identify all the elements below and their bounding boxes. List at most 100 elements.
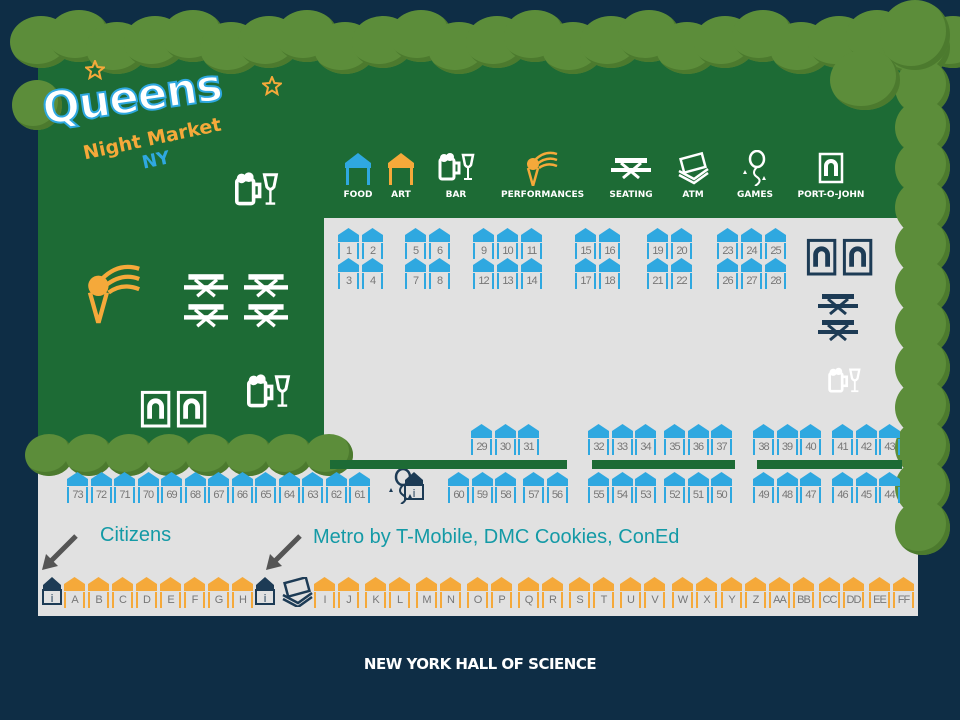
booth-U[interactable]: U [619, 577, 642, 617]
booth-Y[interactable]: Y [720, 577, 743, 617]
booth-39[interactable]: 39 [776, 424, 799, 464]
booth-23[interactable]: 23 [716, 228, 739, 268]
booth-8[interactable]: 8 [428, 258, 451, 298]
booth-35[interactable]: 35 [663, 424, 686, 464]
booth-21[interactable]: 21 [646, 258, 669, 298]
booth-18[interactable]: 18 [598, 258, 621, 298]
booth-14[interactable]: 14 [520, 258, 543, 298]
booth-T[interactable]: T [592, 577, 615, 617]
booth-N[interactable]: N [439, 577, 462, 617]
booth-M[interactable]: M [415, 577, 438, 617]
booth-X[interactable]: X [695, 577, 718, 617]
booth-52[interactable]: 52 [663, 472, 686, 512]
booth-13[interactable]: 13 [496, 258, 519, 298]
booth-72[interactable]: 72 [90, 472, 113, 512]
booth-68[interactable]: 68 [184, 472, 207, 512]
booth-55[interactable]: 55 [587, 472, 610, 512]
booth-3[interactable]: 3 [337, 258, 360, 298]
booth-G[interactable]: G [207, 577, 230, 617]
booth-59[interactable]: 59 [471, 472, 494, 512]
booth-22[interactable]: 22 [670, 258, 693, 298]
booth-33[interactable]: 33 [611, 424, 634, 464]
booth-6[interactable]: 6 [428, 228, 451, 268]
booth-64[interactable]: 64 [278, 472, 301, 512]
booth-17[interactable]: 17 [574, 258, 597, 298]
booth-63[interactable]: 63 [301, 472, 324, 512]
booth-P[interactable]: P [490, 577, 513, 617]
booth-34[interactable]: 34 [634, 424, 657, 464]
booth-S[interactable]: S [568, 577, 591, 617]
booth-42[interactable]: 42 [855, 424, 878, 464]
booth-E[interactable]: E [159, 577, 182, 617]
booth-I[interactable]: I [313, 577, 336, 617]
booth-BB[interactable]: BB [792, 577, 815, 617]
booth-26[interactable]: 26 [716, 258, 739, 298]
booth-50[interactable]: 50 [710, 472, 733, 512]
booth-5[interactable]: 5 [404, 228, 427, 268]
booth-41[interactable]: 41 [831, 424, 854, 464]
booth-45[interactable]: 45 [855, 472, 878, 512]
booth-9[interactable]: 9 [472, 228, 495, 268]
booth-56[interactable]: 56 [546, 472, 569, 512]
booth-31[interactable]: 31 [517, 424, 540, 464]
booth-16[interactable]: 16 [598, 228, 621, 268]
booth-2[interactable]: 2 [361, 228, 384, 268]
booth-D[interactable]: D [135, 577, 158, 617]
booth-38[interactable]: 38 [752, 424, 775, 464]
booth-36[interactable]: 36 [687, 424, 710, 464]
booth-CC[interactable]: CC [818, 577, 841, 617]
booth-O[interactable]: O [466, 577, 489, 617]
booth-62[interactable]: 62 [325, 472, 348, 512]
booth-F[interactable]: F [183, 577, 206, 617]
booth-7[interactable]: 7 [404, 258, 427, 298]
booth-47[interactable]: 47 [799, 472, 822, 512]
booth-EE[interactable]: EE [868, 577, 891, 617]
booth-43[interactable]: 43 [878, 424, 901, 464]
booth-51[interactable]: 51 [687, 472, 710, 512]
booth-30[interactable]: 30 [494, 424, 517, 464]
booth-65[interactable]: 65 [254, 472, 277, 512]
booth-C[interactable]: C [111, 577, 134, 617]
booth-A[interactable]: A [63, 577, 86, 617]
booth-L[interactable]: L [388, 577, 411, 617]
booth-40[interactable]: 40 [799, 424, 822, 464]
booth-DD[interactable]: DD [842, 577, 865, 617]
booth-60[interactable]: 60 [447, 472, 470, 512]
booth-29[interactable]: 29 [470, 424, 493, 464]
booth-53[interactable]: 53 [634, 472, 657, 512]
booth-Q[interactable]: Q [517, 577, 540, 617]
booth-Z[interactable]: Z [744, 577, 767, 617]
booth-W[interactable]: W [671, 577, 694, 617]
booth-37[interactable]: 37 [710, 424, 733, 464]
booth-27[interactable]: 27 [740, 258, 763, 298]
booth-V[interactable]: V [643, 577, 666, 617]
booth-66[interactable]: 66 [231, 472, 254, 512]
booth-FF[interactable]: FF [892, 577, 915, 617]
booth-B[interactable]: B [87, 577, 110, 617]
booth-70[interactable]: 70 [137, 472, 160, 512]
booth-49[interactable]: 49 [752, 472, 775, 512]
booth-AA[interactable]: AA [768, 577, 791, 617]
booth-4[interactable]: 4 [361, 258, 384, 298]
booth-24[interactable]: 24 [740, 228, 763, 268]
booth-12[interactable]: 12 [472, 258, 495, 298]
booth-20[interactable]: 20 [670, 228, 693, 268]
booth-25[interactable]: 25 [764, 228, 787, 268]
booth-10[interactable]: 10 [496, 228, 519, 268]
booth-15[interactable]: 15 [574, 228, 597, 268]
booth-54[interactable]: 54 [611, 472, 634, 512]
booth-73[interactable]: 73 [66, 472, 89, 512]
booth-H[interactable]: H [231, 577, 254, 617]
booth-32[interactable]: 32 [587, 424, 610, 464]
booth-K[interactable]: K [364, 577, 387, 617]
booth-11[interactable]: 11 [520, 228, 543, 268]
booth-71[interactable]: 71 [113, 472, 136, 512]
booth-44[interactable]: 44 [878, 472, 901, 512]
booth-67[interactable]: 67 [207, 472, 230, 512]
booth-46[interactable]: 46 [831, 472, 854, 512]
booth-19[interactable]: 19 [646, 228, 669, 268]
booth-28[interactable]: 28 [764, 258, 787, 298]
booth-1[interactable]: 1 [337, 228, 360, 268]
booth-R[interactable]: R [541, 577, 564, 617]
booth-58[interactable]: 58 [494, 472, 517, 512]
